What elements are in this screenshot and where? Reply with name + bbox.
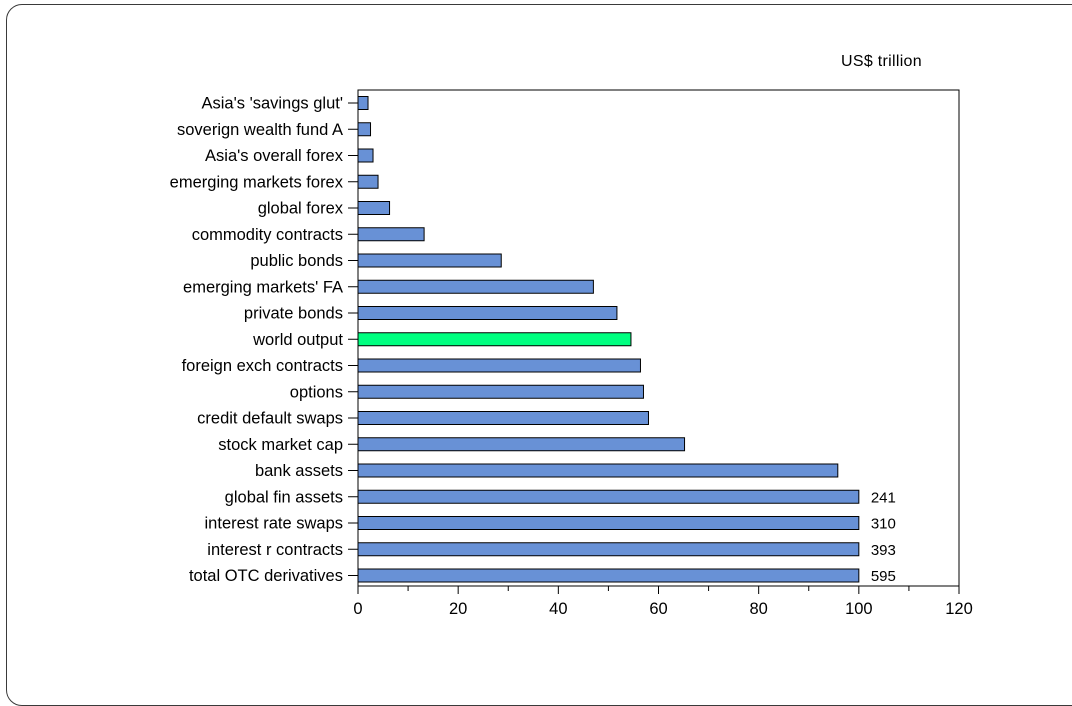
bar-1 — [357, 122, 372, 137]
bar-2 — [357, 148, 374, 163]
bar-7 — [357, 279, 594, 294]
category-label-4: global forex — [258, 200, 344, 218]
category-label-0: Asia's 'savings glut' — [201, 95, 343, 113]
category-label-1: soverign wealth fund A — [177, 121, 343, 139]
category-label-3: emerging markets forex — [170, 173, 344, 191]
bar-9 — [357, 332, 632, 347]
category-label-9: world output — [252, 331, 343, 349]
bar-17 — [357, 542, 860, 557]
bar-8 — [357, 306, 618, 320]
bar-3 — [357, 174, 379, 189]
category-label-14: bank assets — [255, 462, 343, 480]
category-label-13: stock market cap — [218, 436, 343, 454]
x-tick-label: 20 — [449, 600, 467, 618]
x-tick-label: 120 — [945, 600, 973, 618]
category-label-17: interest r contracts — [207, 541, 343, 559]
category-labels: Asia's 'savings glut' soverign wealth fun… — [170, 95, 358, 585]
unit-label: US$ trillion — [841, 53, 922, 70]
category-label-16: interest rate swaps — [205, 515, 343, 533]
bar-15 — [357, 489, 860, 504]
category-label-6: public bonds — [250, 252, 343, 270]
data-label-18: 595 — [871, 568, 896, 585]
data-labels: 241 310 393 595 — [871, 489, 896, 585]
category-label-2: Asia's overall forex — [205, 147, 344, 165]
category-label-7: emerging markets' FA — [183, 278, 343, 296]
data-label-16: 310 — [871, 516, 896, 533]
bar-12 — [357, 411, 649, 425]
x-axis: 0 20 40 60 80 100 120 — [353, 89, 973, 618]
x-tick-label: 40 — [549, 600, 567, 618]
x-tick-label: 60 — [649, 600, 667, 618]
bar-13 — [357, 437, 686, 452]
chart-card — [6, 4, 1072, 706]
data-label-17: 393 — [871, 542, 896, 559]
bar-6 — [357, 253, 502, 268]
x-tick-label: 0 — [353, 600, 362, 618]
data-label-15: 241 — [871, 489, 896, 506]
bar-5 — [357, 227, 425, 242]
category-label-11: options — [290, 383, 343, 401]
category-label-8: private bonds — [244, 305, 343, 323]
bar-4 — [357, 201, 391, 215]
bar-11 — [357, 384, 644, 399]
bar-14 — [357, 463, 839, 478]
x-tick-label: 80 — [749, 600, 767, 618]
x-tick-label: 100 — [845, 600, 873, 618]
category-label-5: commodity contracts — [192, 226, 343, 244]
bar-16 — [357, 516, 860, 530]
bar-0 — [357, 96, 369, 110]
category-label-15: global fin assets — [225, 488, 343, 506]
category-label-18: total OTC derivatives — [189, 567, 343, 585]
bar-10 — [357, 358, 641, 373]
bar-18 — [357, 568, 860, 583]
bars-group — [357, 96, 860, 583]
category-label-10: foreign exch contracts — [182, 357, 343, 375]
category-label-12: credit default swaps — [197, 410, 343, 428]
bar-chart: Asia's 'savings glut' soverign wealth fun… — [170, 89, 973, 618]
